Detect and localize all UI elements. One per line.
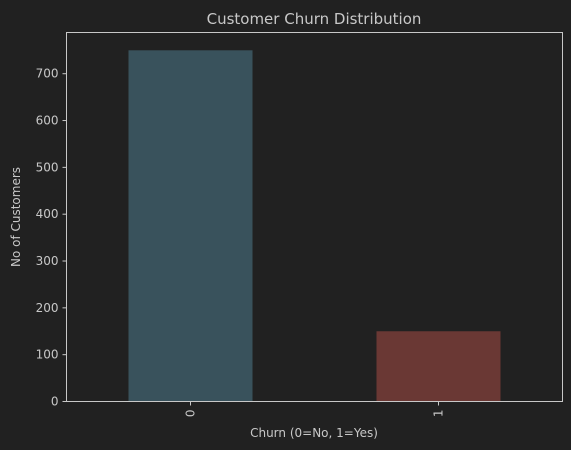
y-tick-label: 200 bbox=[36, 301, 59, 315]
y-tick-label: 500 bbox=[36, 160, 59, 174]
bar-1 bbox=[376, 331, 501, 402]
chart-title: Customer Churn Distribution bbox=[207, 10, 422, 28]
y-tick-label: 400 bbox=[36, 207, 59, 221]
x-tick-label: 1 bbox=[432, 410, 446, 418]
y-axis-title: No of Customers bbox=[9, 167, 23, 267]
plot-frame bbox=[66, 32, 563, 402]
y-tick-label: 0 bbox=[51, 395, 59, 409]
y-tick-label: 700 bbox=[36, 67, 59, 81]
y-tick-label: 100 bbox=[36, 348, 59, 362]
bars-group bbox=[128, 50, 501, 402]
y-axis-ticks: 0 100 200 300 400 500 600 700 bbox=[36, 67, 67, 409]
y-tick-label: 600 bbox=[36, 114, 59, 128]
bar-0 bbox=[128, 50, 253, 402]
x-axis-title: Churn (0=No, 1=Yes) bbox=[250, 426, 378, 440]
x-tick-label: 0 bbox=[184, 410, 198, 418]
y-tick-label: 300 bbox=[36, 254, 59, 268]
